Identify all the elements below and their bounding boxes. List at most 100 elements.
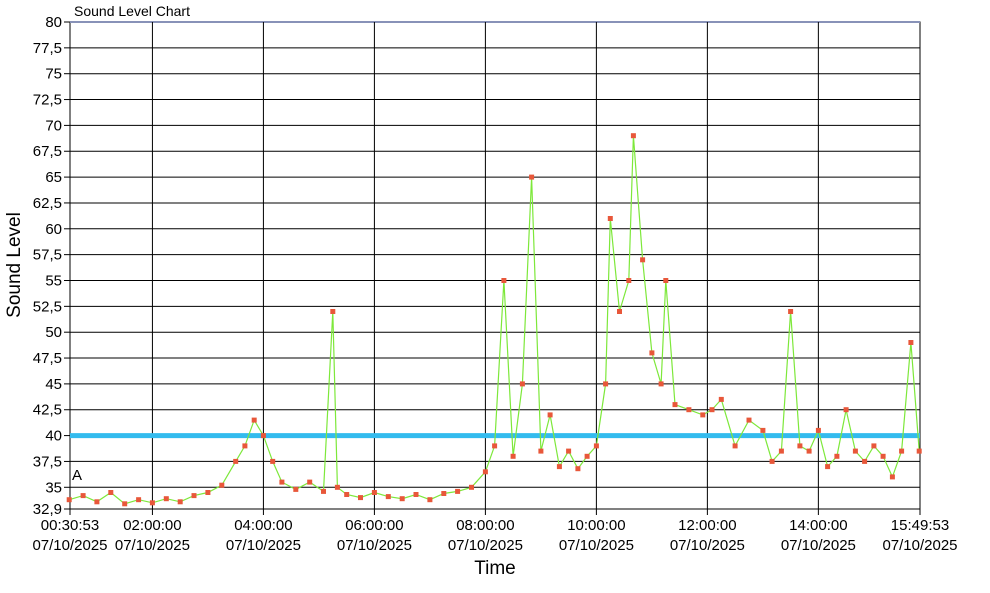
data-point — [908, 340, 914, 345]
data-point — [122, 501, 128, 507]
data-point — [205, 490, 211, 495]
x-tick-date: 07/10/2025 — [115, 537, 190, 554]
y-tick-label: 45 — [45, 376, 62, 393]
grid — [70, 22, 920, 509]
y-axis-title: Sound Level — [4, 212, 25, 318]
data-point — [413, 492, 419, 497]
data-point — [843, 407, 849, 413]
data-point — [769, 458, 775, 464]
data-point — [80, 493, 86, 499]
x-tick-date: 07/10/2025 — [670, 537, 745, 554]
data-point — [492, 443, 498, 449]
data-point — [307, 479, 313, 485]
data-point — [270, 458, 276, 464]
y-tick-label: 55 — [45, 272, 62, 289]
data-point — [260, 433, 266, 439]
x-tick-date: 07/10/2025 — [882, 537, 957, 554]
data-point — [538, 448, 544, 454]
series-line — [69, 135, 920, 505]
y-tick-label: 70 — [45, 117, 62, 134]
data-point — [806, 448, 812, 454]
data-point — [700, 412, 706, 418]
data-point — [834, 453, 840, 459]
y-tick-label: 42,5 — [33, 402, 62, 419]
data-point — [852, 448, 858, 454]
data-point — [233, 458, 239, 464]
y-tick-label: 52,5 — [33, 298, 62, 315]
data-point — [344, 492, 350, 497]
y-tick-label: 67,5 — [33, 143, 62, 160]
data-point — [566, 448, 572, 454]
data-point — [163, 496, 169, 502]
data-point — [732, 443, 738, 449]
data-point — [575, 466, 581, 472]
data-point — [455, 488, 461, 494]
data-point — [149, 500, 155, 506]
chart-title: Sound Level Chart — [74, 3, 190, 19]
data-point — [501, 278, 507, 283]
y-axis-ticks: 80 77,5 75 72,5 70 67,5 65 62,5 60 57,5 55 52,5 50 47… — [33, 14, 70, 518]
x-tick-time: 10:00:00 — [567, 517, 625, 534]
y-tick-label: 32,9 — [33, 501, 62, 518]
x-axis-title: Time — [474, 558, 516, 579]
x-tick-date: 07/10/2025 — [337, 537, 412, 554]
data-point — [871, 443, 877, 449]
data-point — [880, 453, 886, 459]
y-tick-label: 65 — [45, 169, 62, 186]
marker-layer — [66, 133, 922, 507]
x-tick-date: 07/10/2025 — [32, 537, 107, 554]
data-point — [219, 482, 225, 488]
data-point — [293, 486, 299, 492]
data-point — [358, 495, 363, 501]
data-point — [617, 309, 622, 314]
data-point — [640, 257, 646, 263]
data-point — [899, 448, 905, 454]
y-tick-label: 40 — [45, 428, 62, 445]
data-point — [441, 491, 447, 496]
y-tick-label: 57,5 — [33, 247, 62, 264]
data-point — [815, 427, 821, 433]
data-point — [136, 497, 142, 503]
data-point — [385, 494, 391, 500]
data-point — [709, 407, 715, 413]
data-point — [251, 417, 257, 423]
data-point — [529, 174, 535, 180]
data-point — [686, 407, 692, 413]
x-tick-time: 04:00:00 — [234, 517, 292, 534]
data-point — [66, 497, 72, 503]
y-tick-label: 72,5 — [33, 92, 62, 109]
x-tick-date: 07/10/2025 — [559, 537, 634, 554]
data-point — [760, 427, 766, 433]
y-tick-label: 47,5 — [33, 350, 62, 367]
data-point — [399, 496, 405, 502]
data-point — [663, 278, 669, 283]
data-point — [547, 412, 553, 418]
x-tick-date: 07/10/2025 — [448, 537, 523, 554]
data-point — [334, 484, 340, 490]
data-point — [321, 488, 326, 494]
x-tick-time: 08:00:00 — [456, 517, 514, 534]
data-point — [584, 453, 590, 459]
data-point — [862, 458, 868, 464]
data-point — [778, 448, 784, 454]
x-tick-time: 06:00:00 — [345, 517, 403, 534]
data-point — [746, 417, 752, 423]
data-point — [469, 484, 474, 490]
data-point — [607, 216, 613, 221]
y-tick-label: 80 — [45, 14, 62, 31]
data-point — [94, 499, 100, 505]
y-tick-label: 50 — [45, 324, 62, 341]
data-point — [593, 443, 599, 449]
x-tick-time: 00:30:53 — [41, 517, 99, 534]
data-point — [330, 309, 336, 314]
data-point — [371, 490, 377, 495]
x-tick-time: 14:00:00 — [789, 517, 847, 534]
y-tick-label: 35 — [45, 479, 62, 496]
y-tick-label: 37,5 — [33, 453, 62, 470]
x-tick-date: 07/10/2025 — [781, 537, 856, 554]
data-point — [797, 443, 803, 449]
data-point — [718, 396, 724, 402]
x-axis-ticks: 00:30:53 07/10/2025 02:00:00 07/10/2025 04:0… — [32, 509, 958, 554]
plot-area — [69, 21, 921, 510]
